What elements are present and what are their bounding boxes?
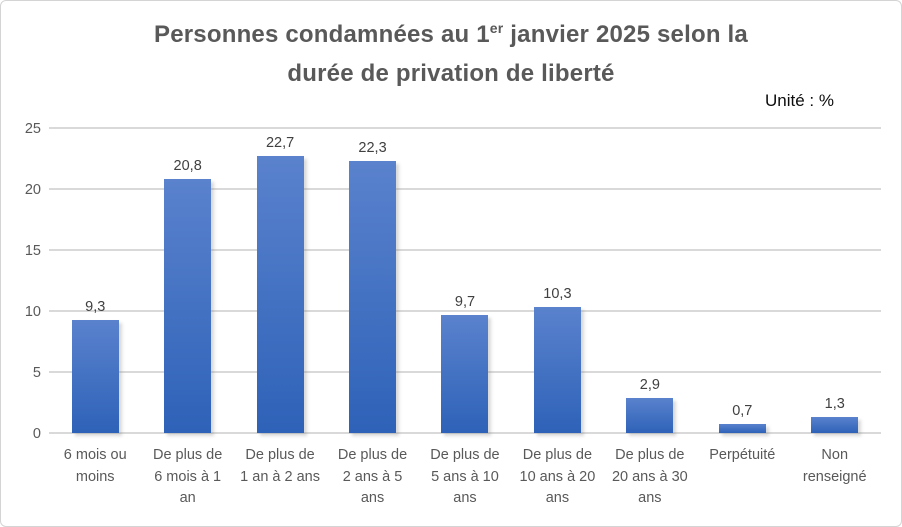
x-axis-label: De plus de 5 ans à 10 ans: [430, 447, 500, 506]
bar-4: 22,3: [349, 140, 397, 433]
data-label: 2,9: [639, 376, 660, 393]
gridline-y-15: [49, 249, 881, 251]
bar-slot: 9,3: [49, 128, 141, 433]
data-label: 20,8: [173, 158, 202, 175]
unit-label: Unité : %: [765, 91, 834, 110]
bar-slot: 20,8: [141, 128, 233, 433]
bar-slot: 22,3: [326, 128, 418, 433]
bar-series: 9,3 20,8 22,7 22,3 9,7 10,3 2,9 0,7 1,3: [49, 128, 881, 433]
bar-slot: 1,3: [789, 128, 881, 433]
data-label: 9,3: [85, 298, 106, 315]
chart-title-line1: Personnes condamnées au 1er janvier 2025…: [154, 20, 748, 48]
chart-title: Personnes condamnées au 1er janvier 2025…: [1, 15, 901, 93]
x-axis-label: De plus de 6 mois à 1 an: [152, 447, 223, 506]
y-tick-label-5: 5: [32, 365, 41, 381]
bar-7: 2,9: [626, 377, 674, 433]
x-axis-label: De plus de 1 an à 2 ans: [240, 447, 320, 485]
gridline-y-25: [49, 127, 881, 129]
data-label: 10,3: [543, 286, 572, 303]
bar-3: 22,7: [256, 135, 304, 433]
data-label: 22,7: [265, 135, 295, 152]
bar-slot: 2,9: [604, 128, 696, 433]
x-axis-label: Non renseigné: [802, 447, 867, 485]
data-label: 0,7: [732, 403, 753, 420]
x-axis-label: Perpétuité: [709, 447, 776, 463]
plot-area: 9,3 20,8 22,7 22,3 9,7 10,3 2,9 0,7 1,3: [49, 127, 881, 434]
y-tick-label-25: 25: [24, 121, 41, 137]
title-superscript: er: [489, 20, 504, 36]
x-axis-labels: 6 mois ou moins De plus de 6 mois à 1 an De p…: [49, 445, 881, 510]
y-tick-label-20: 20: [24, 182, 41, 198]
bar-9: 1,3: [811, 396, 859, 433]
bar-6: 10,3: [533, 286, 581, 433]
data-label: 9,7: [454, 293, 476, 310]
gridline-y-10: [49, 310, 881, 312]
bar-5: 9,7: [441, 294, 489, 433]
bar-slot: 9,7: [419, 128, 511, 433]
x-axis-label: De plus de 20 ans à 30 ans: [611, 447, 688, 506]
bar-2: 20,8: [164, 158, 212, 433]
y-tick-label-10: 10: [24, 304, 41, 320]
gridline-y-20: [49, 188, 881, 190]
chart-title-line2: durée de privation de liberté: [287, 60, 615, 87]
bar-1: 9,3: [71, 299, 119, 433]
bar-slot: 22,7: [234, 128, 326, 433]
bar-8: 0,7: [718, 403, 766, 433]
data-label: 1,3: [824, 396, 845, 413]
data-label: 22,3: [358, 139, 387, 156]
x-axis-label: 6 mois ou moins: [63, 447, 127, 485]
bar-slot: 10,3: [511, 128, 603, 433]
x-axis-label: De plus de 2 ans à 5 ans: [337, 447, 408, 506]
y-tick-label-0: 0: [32, 426, 41, 442]
x-axis-label: De plus de 10 ans à 20 ans: [519, 447, 596, 506]
bar-slot: 0,7: [696, 128, 788, 433]
y-tick-label-15: 15: [24, 243, 41, 259]
gridline-y-0: [49, 432, 881, 434]
y-axis: 0 5 10 15 20 25: [1, 121, 41, 442]
